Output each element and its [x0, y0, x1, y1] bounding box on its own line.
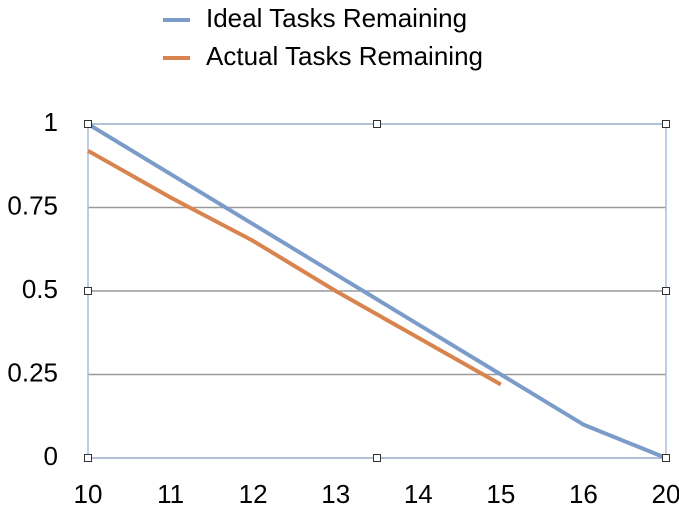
x-tick-label: 15 — [486, 479, 515, 509]
selection-handle — [662, 120, 670, 128]
x-tick-label: 11 — [157, 479, 184, 509]
legend-label: Ideal Tasks Remaining — [206, 3, 467, 33]
x-tick-label: 10 — [74, 479, 103, 509]
selection-handle — [373, 120, 381, 128]
selection-handle — [662, 454, 670, 462]
y-tick-label: 0 — [44, 441, 58, 471]
x-tick-label: 13 — [321, 479, 350, 509]
series-line — [87, 148, 502, 387]
y-tick-label: 0.75 — [7, 190, 58, 220]
selection-handle — [84, 454, 92, 462]
y-tick-label: 0.5 — [22, 274, 58, 304]
x-tick-label: 14 — [404, 479, 433, 509]
x-tick-label: 20 — [652, 479, 679, 509]
selection-handle — [84, 287, 92, 295]
selection-handle — [662, 287, 670, 295]
x-tick-label: 16 — [569, 479, 598, 509]
y-tick-label: 1 — [44, 107, 58, 137]
legend-label: Actual Tasks Remaining — [206, 41, 483, 71]
y-tick-label: 0.25 — [7, 357, 58, 387]
series-line — [86, 122, 667, 460]
selection-handle — [84, 120, 92, 128]
x-tick-label: 12 — [239, 479, 268, 509]
selection-handle — [373, 454, 381, 462]
